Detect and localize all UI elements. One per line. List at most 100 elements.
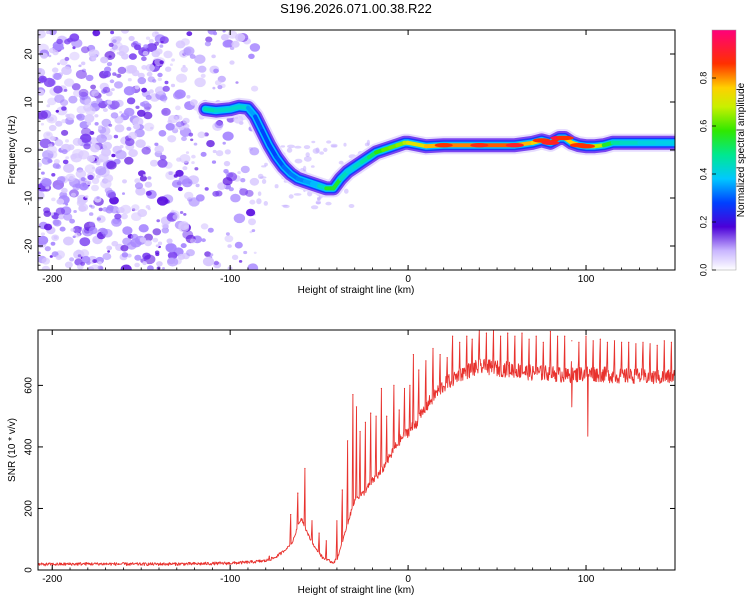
noise-blob bbox=[135, 139, 146, 148]
noise-blob bbox=[213, 68, 219, 74]
noise-blob bbox=[212, 190, 220, 197]
noise-blob bbox=[229, 60, 235, 65]
noise-blob bbox=[303, 156, 312, 162]
noise-blob bbox=[141, 146, 151, 155]
noise-blob bbox=[246, 208, 256, 217]
noise-blob bbox=[204, 41, 211, 47]
noise-blob bbox=[61, 187, 68, 194]
noise-blob bbox=[91, 177, 100, 184]
noise-blob bbox=[214, 80, 222, 86]
noise-blob bbox=[92, 259, 97, 263]
noise-blob bbox=[41, 171, 45, 175]
snr-spike bbox=[642, 341, 644, 343]
noise-blob bbox=[126, 126, 132, 131]
noise-blob bbox=[183, 123, 190, 129]
noise-blob bbox=[63, 88, 68, 92]
noise-blob bbox=[60, 46, 65, 50]
noise-blob bbox=[77, 254, 82, 258]
noise-blob bbox=[158, 197, 163, 201]
noise-blob bbox=[157, 159, 168, 168]
noise-blob bbox=[220, 34, 229, 41]
snr-spike bbox=[380, 387, 382, 390]
noise-blob bbox=[143, 254, 156, 265]
noise-blob bbox=[109, 196, 119, 205]
noise-blob bbox=[200, 223, 209, 230]
noise-blob bbox=[38, 30, 46, 39]
noise-blob bbox=[212, 86, 216, 90]
noise-blob bbox=[134, 262, 140, 268]
noise-blob bbox=[197, 65, 207, 73]
snr-spike bbox=[557, 335, 559, 337]
noise-blob bbox=[90, 53, 97, 60]
snr-series bbox=[38, 330, 675, 567]
snr-spike bbox=[409, 384, 411, 386]
noise-blob bbox=[131, 212, 142, 222]
noise-blob bbox=[38, 67, 46, 77]
noise-blob bbox=[108, 55, 112, 58]
snr-spike bbox=[542, 341, 544, 343]
noise-blob bbox=[194, 54, 206, 64]
noise-blob bbox=[49, 255, 53, 258]
snr-spike bbox=[670, 341, 673, 343]
snr-ylabel: SNR (10 * v/v) bbox=[7, 418, 18, 482]
noise-blob bbox=[106, 99, 112, 104]
noise-blob bbox=[152, 237, 159, 243]
noise-blob bbox=[145, 63, 155, 72]
doppler-trace bbox=[196, 97, 675, 198]
noise-blob bbox=[214, 120, 224, 129]
noise-blob bbox=[59, 226, 66, 232]
noise-blob bbox=[330, 143, 338, 147]
noise-blob bbox=[191, 161, 195, 165]
snr-spike bbox=[418, 369, 420, 371]
noise-blob bbox=[264, 162, 268, 167]
noise-blob bbox=[87, 174, 94, 181]
noise-blob bbox=[116, 51, 121, 55]
noise-blob bbox=[121, 53, 129, 60]
snr-spike bbox=[471, 338, 473, 340]
noise-blob bbox=[46, 104, 51, 108]
doppler-trace-segment bbox=[213, 107, 233, 113]
noise-blob bbox=[167, 251, 178, 260]
noise-blob bbox=[293, 193, 302, 196]
noise-blob bbox=[38, 243, 44, 248]
noise-blob bbox=[183, 213, 187, 216]
snr-panel: -200 -100 0 100 0 200 400 600 Height of straigh… bbox=[7, 329, 676, 596]
noise-blob bbox=[238, 260, 243, 263]
snr-spike bbox=[628, 341, 630, 343]
noise-blob bbox=[135, 105, 140, 110]
noise-blob bbox=[154, 31, 159, 35]
noise-blob bbox=[180, 243, 187, 249]
snr-spike bbox=[439, 354, 441, 356]
snr-ytick-label: 200 bbox=[24, 500, 35, 517]
noise-blob bbox=[213, 260, 219, 266]
figure-title: S196.2026.071.00.38.R22 bbox=[280, 1, 432, 16]
noise-blob bbox=[70, 192, 77, 197]
noise-blob bbox=[157, 72, 163, 78]
noise-blob bbox=[114, 124, 125, 133]
noise-blob bbox=[240, 165, 250, 174]
noise-blob bbox=[186, 95, 191, 99]
snr-spike bbox=[507, 332, 509, 334]
noise-blob bbox=[294, 145, 302, 149]
noise-blob bbox=[163, 50, 173, 59]
noise-blob bbox=[96, 158, 102, 163]
noise-blob bbox=[38, 75, 47, 83]
noise-blob bbox=[48, 116, 54, 122]
noise-blob bbox=[249, 147, 260, 156]
snr-spike bbox=[325, 540, 327, 542]
snr-xtick-label: 0 bbox=[405, 574, 411, 585]
snr-spike bbox=[599, 338, 601, 340]
noise-blob bbox=[217, 182, 227, 190]
noise-blob bbox=[170, 83, 176, 88]
noise-blob bbox=[154, 41, 160, 46]
noise-blob bbox=[179, 154, 191, 164]
noise-blob bbox=[141, 87, 148, 93]
noise-blob bbox=[225, 171, 230, 175]
noise-blob bbox=[263, 201, 268, 206]
spectrogram-ytick-label: -10 bbox=[24, 190, 35, 205]
noise-blob bbox=[182, 166, 188, 171]
noise-blob bbox=[225, 232, 230, 236]
noise-blob bbox=[55, 120, 63, 127]
noise-blob bbox=[134, 182, 144, 190]
